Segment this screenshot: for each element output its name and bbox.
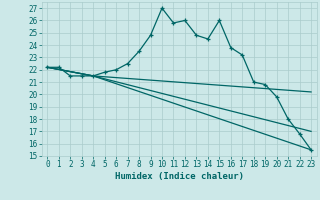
X-axis label: Humidex (Indice chaleur): Humidex (Indice chaleur) [115, 172, 244, 181]
